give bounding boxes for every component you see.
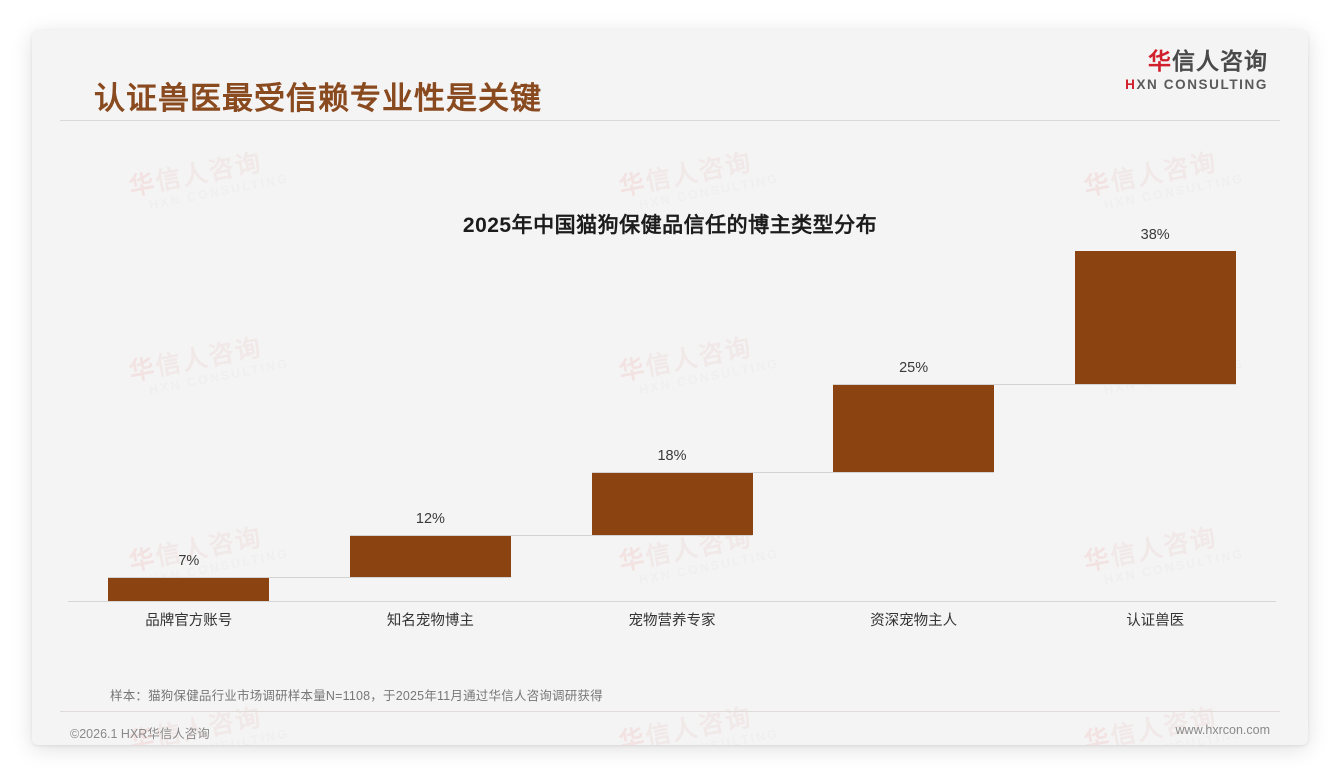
bar-value-label: 38% [1140, 227, 1170, 243]
logo-english-initial: H [1125, 77, 1137, 93]
category-label: 认证兽医 [1126, 613, 1185, 629]
logo-chinese-text: 华信人咨询 [1125, 48, 1268, 75]
waterfall-bar[interactable] [1074, 251, 1236, 384]
waterfall-bar[interactable] [591, 471, 753, 535]
waterfall-connector [108, 576, 511, 578]
category-label: 知名宠物博主 [386, 613, 474, 629]
waterfall-connector [591, 471, 995, 473]
chart-baseline-axis [68, 601, 1276, 602]
bar-value-label: 12% [415, 510, 445, 527]
logo-english-text: HXN CONSULTING [1125, 77, 1268, 92]
waterfall-connector [349, 534, 753, 536]
category-label: 品牌官方账号 [145, 613, 233, 629]
logo-chinese-first-char: 华 [1148, 48, 1172, 74]
category-label: 宠物营养专家 [628, 613, 716, 629]
waterfall-bar[interactable] [108, 576, 270, 601]
chart-area: 2025年中国猫狗保健品信任的博主类型分布 7% 12% 18% 25% 38% 品牌官… [32, 121, 1308, 691]
bar-value-label: 18% [657, 447, 687, 464]
footer-divider [60, 711, 1280, 712]
source-footnote: 样本：猫狗保健品行业市场调研样本量N=1108，于2025年11月通过华信人咨询… [110, 689, 603, 703]
brand-logo: 华信人咨询 HXN CONSULTING [1125, 48, 1268, 92]
waterfall-connector [833, 384, 1236, 385]
waterfall-bar[interactable] [833, 384, 995, 472]
chart-title: 2025年中国猫狗保健品信任的博主类型分布 [462, 214, 878, 237]
waterfall-plot: 7% 12% 18% 25% 38% [68, 227, 1276, 601]
page-title: 认证兽医最受信赖专业性是关键 [94, 81, 542, 116]
bar-value-label: 25% [899, 360, 929, 376]
category-label: 资深宠物主人 [870, 613, 958, 629]
slide-header: 认证兽医最受信赖专业性是关键 华信人咨询 HXN CONSULTING [32, 30, 1308, 121]
logo-chinese-rest: 信人咨询 [1172, 48, 1268, 74]
waterfall-bar[interactable] [349, 534, 511, 577]
website-link[interactable]: www.hxrcon.com [1175, 723, 1270, 737]
logo-english-rest: XN CONSULTING [1136, 77, 1268, 93]
slide-footer: ©2026.1 HXR华信人咨询 www.hxrcon.com [32, 718, 1308, 745]
slide-card: 华信人咨询 HXN CONSULTING 华信人咨询 HXN CONSULTING 华信… [32, 30, 1308, 745]
bar-value-label: 7% [178, 552, 200, 569]
header-divider [60, 120, 1280, 121]
copyright-text: ©2026.1 HXR华信人咨询 [70, 727, 210, 741]
